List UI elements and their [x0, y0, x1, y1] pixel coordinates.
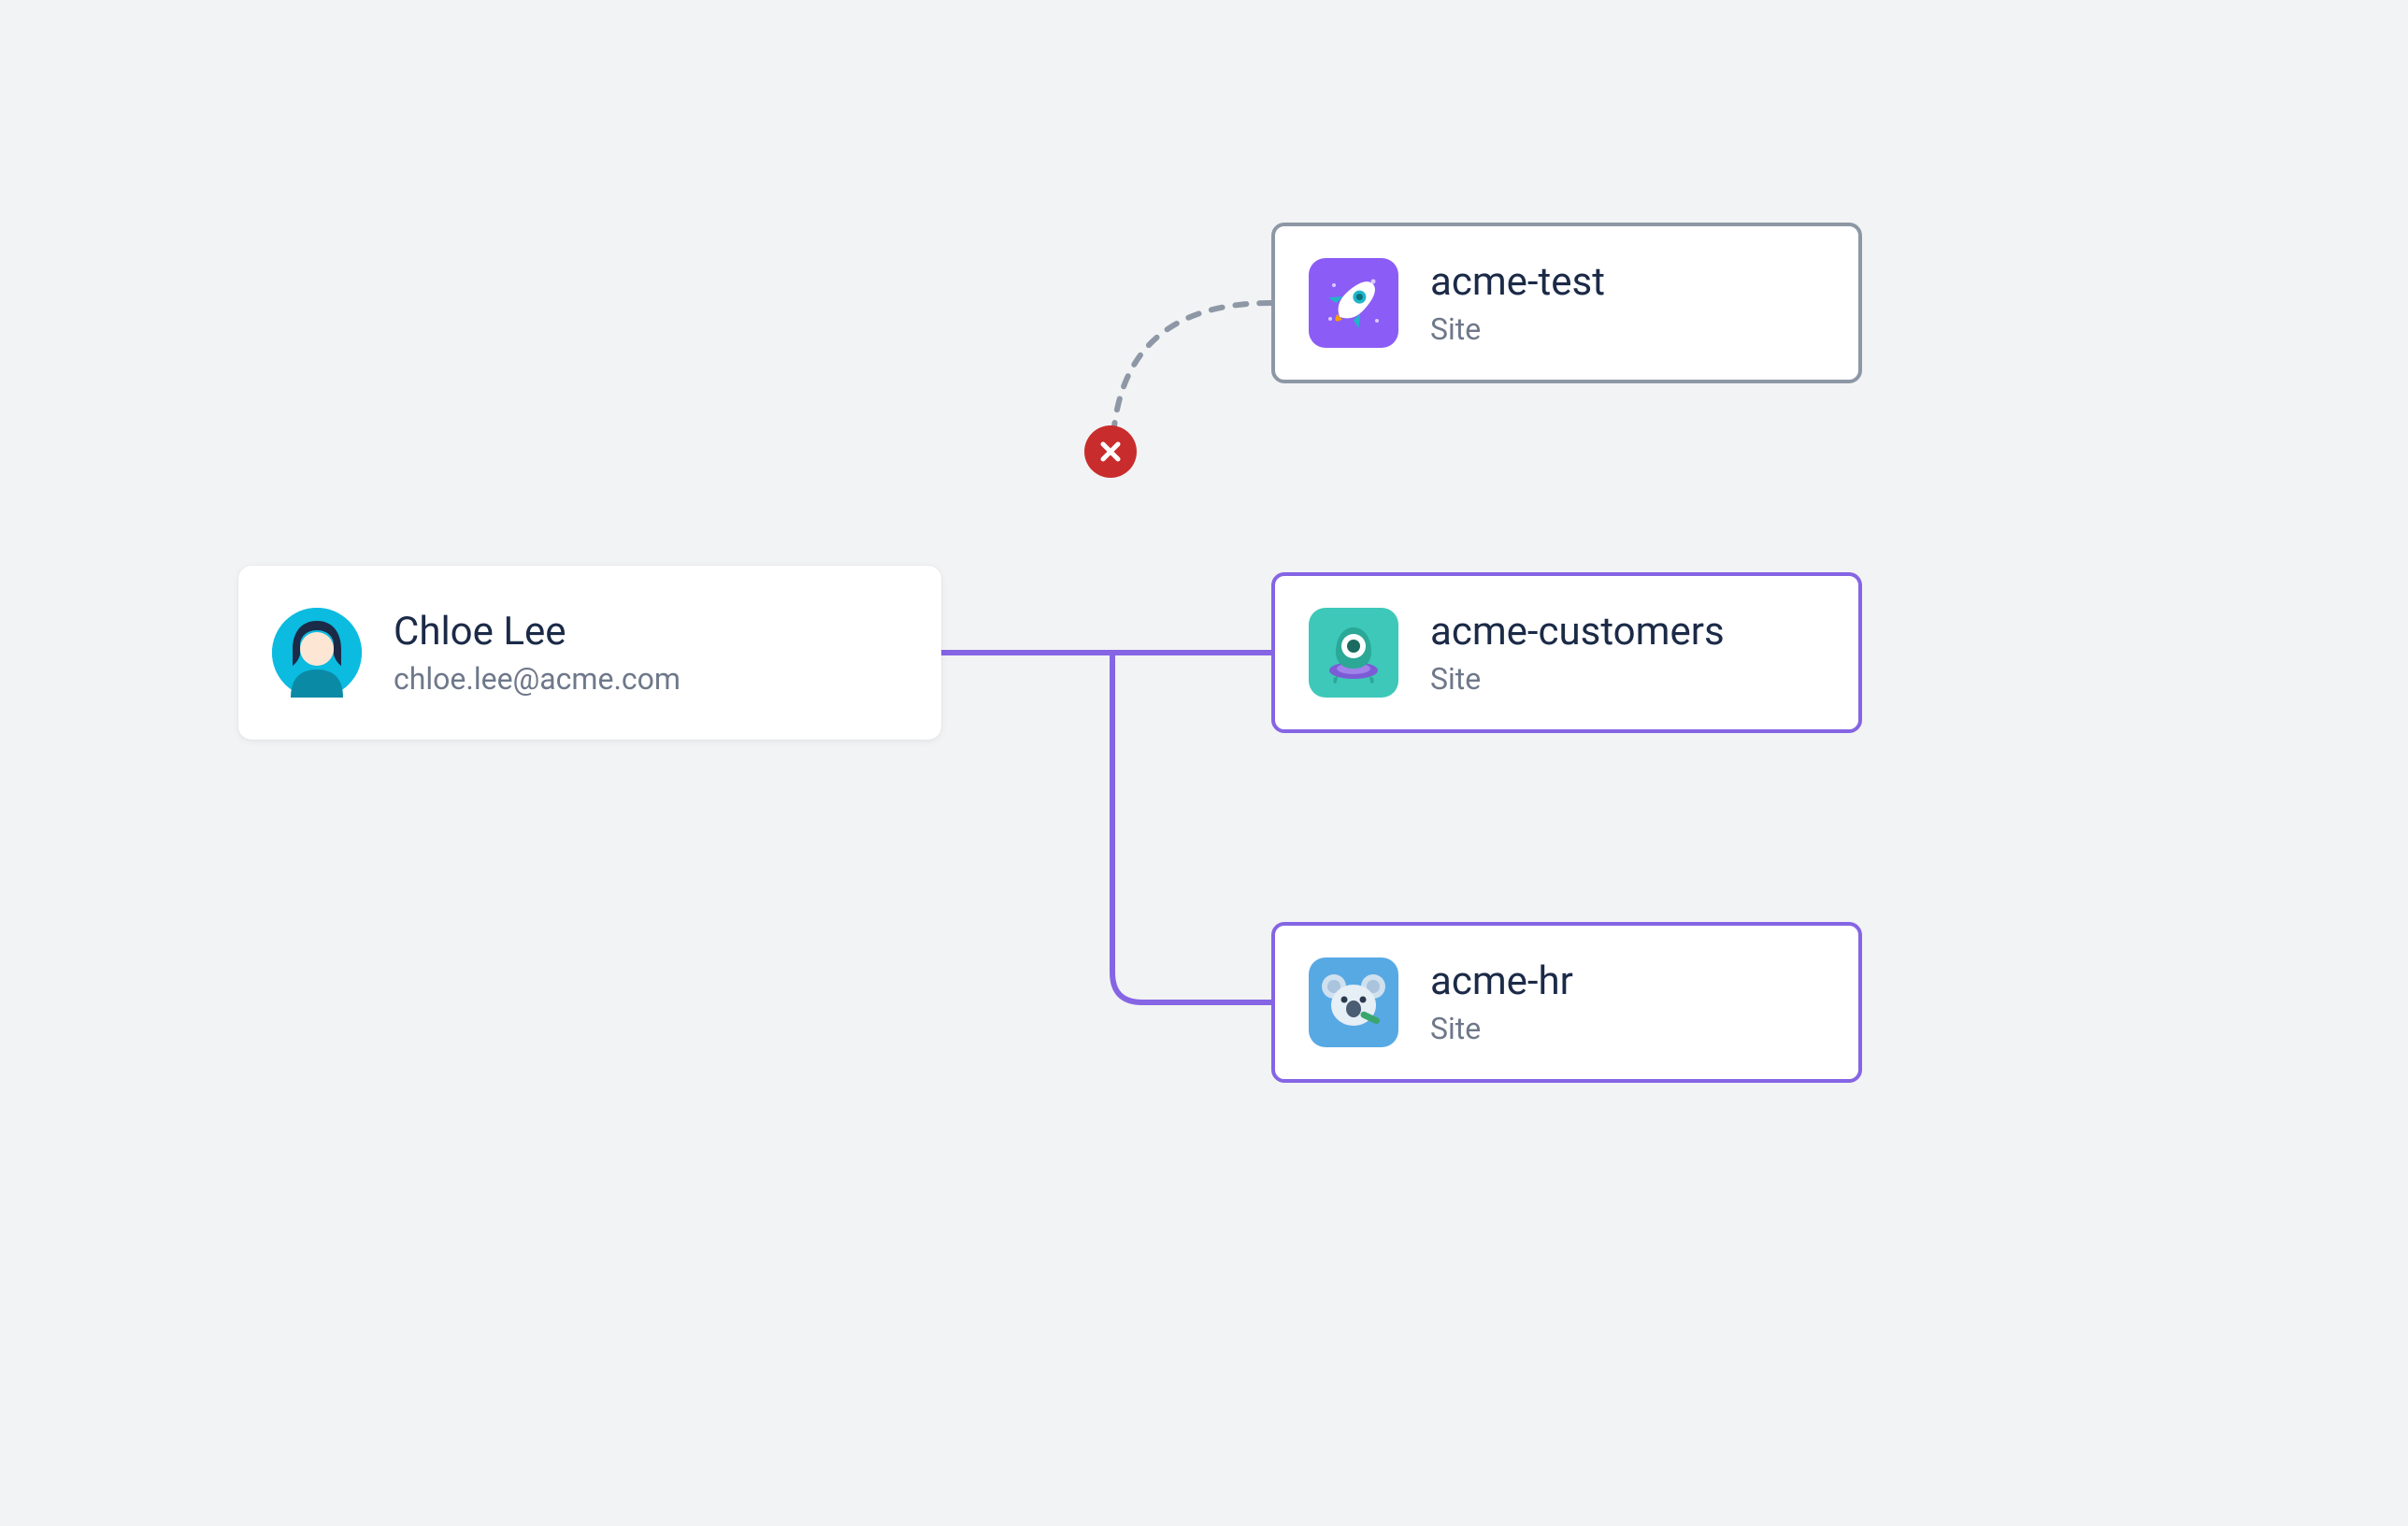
connector-user-hr [1112, 653, 1271, 1002]
site-name-customers: acme-customers [1430, 609, 1725, 655]
koala-icon [1319, 968, 1388, 1037]
site-card-hr: acme-hr Site [1271, 922, 1862, 1083]
site-card-customers: acme-customers Site [1271, 572, 1862, 733]
site-icon-hr [1309, 957, 1398, 1047]
site-card-test: acme-test Site [1271, 223, 1862, 383]
user-name: Chloe Lee [394, 609, 681, 655]
user-avatar [272, 608, 362, 698]
site-name-hr: acme-hr [1430, 958, 1573, 1005]
error-badge [1084, 425, 1137, 478]
alien-icon [1319, 618, 1388, 687]
close-icon [1097, 439, 1124, 465]
site-name-test: acme-test [1430, 259, 1605, 306]
avatar-icon [272, 608, 362, 698]
site-icon-customers [1309, 608, 1398, 698]
user-email: chloe.lee@acme.com [394, 661, 681, 697]
site-type-test: Site [1430, 311, 1605, 347]
site-type-customers: Site [1430, 661, 1725, 697]
site-icon-test [1309, 258, 1398, 348]
connector-user-test-dashed [1112, 303, 1271, 458]
user-card: Chloe Lee chloe.lee@acme.com [238, 566, 941, 740]
connectors-layer [0, 0, 2408, 1526]
rocket-icon [1321, 270, 1386, 336]
site-type-hr: Site [1430, 1011, 1573, 1046]
diagram-canvas: Chloe Lee chloe.lee@acme.com [0, 0, 2408, 1526]
